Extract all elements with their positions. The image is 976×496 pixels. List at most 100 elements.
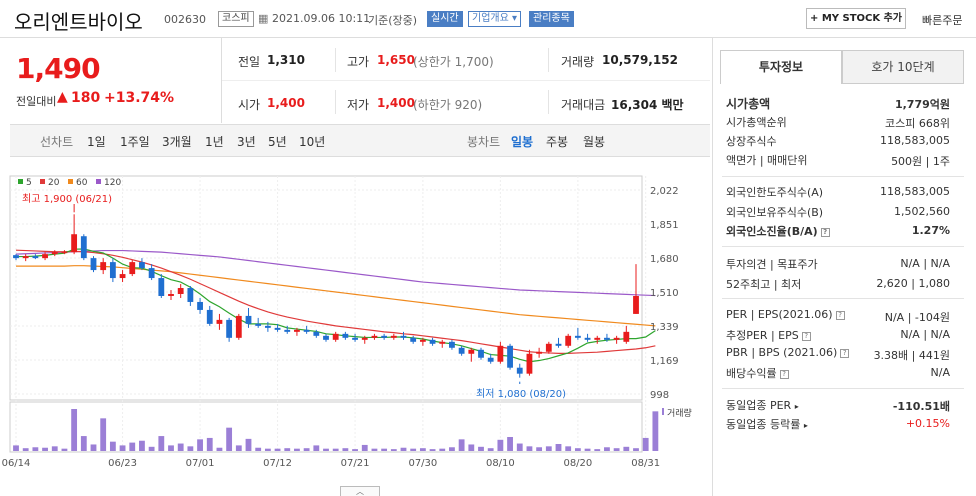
candle-body: [487, 357, 494, 362]
chart-toolbar: [10, 124, 710, 157]
tab-5year[interactable]: 5년: [268, 135, 287, 149]
volume-bar: [235, 445, 242, 451]
tab-daily[interactable]: 일봉: [511, 135, 534, 149]
tab-10year[interactable]: 10년: [299, 135, 326, 149]
candle-body: [332, 333, 339, 340]
change-percent: +13.74%: [104, 90, 175, 106]
per-label: PER | EPS(2021.06): [726, 308, 833, 321]
price-chart: 2,022 1,851 1,680 1,510 1,339 1,169 998 06/14 0…: [2, 175, 692, 469]
tab-invest-info[interactable]: 투자정보: [720, 50, 842, 84]
candle-body: [177, 288, 184, 294]
tab-1year[interactable]: 1년: [205, 135, 224, 149]
company-overview-dropdown[interactable]: 기업개요 ▾: [468, 11, 521, 27]
help-icon[interactable]: ?: [820, 227, 830, 237]
volume-bar: [22, 448, 29, 451]
legend-ma120: 120: [104, 178, 121, 188]
volume-bar: [129, 442, 136, 451]
volume-bar: [574, 448, 581, 451]
candle-body: [371, 335, 378, 338]
pbr-value: 3.38배 | 441원: [873, 349, 950, 362]
volume-bar: [323, 448, 329, 451]
candle-body: [594, 337, 601, 340]
candle-body: [158, 278, 165, 296]
volume-bar: [342, 448, 349, 451]
volume-bar: [177, 443, 184, 451]
tab-3month[interactable]: 3개월: [162, 135, 192, 149]
ma120-line: [15, 249, 656, 297]
volume-bar: [32, 447, 39, 451]
prev-close-value: 1,310: [267, 53, 305, 67]
foreign-ratio-value: 1.27%: [911, 224, 950, 237]
candle-body: [245, 315, 252, 324]
dividend-label: 배당수익률: [726, 367, 777, 380]
low-value: 1,400: [377, 96, 415, 110]
open-label: 시가: [238, 98, 261, 112]
industry-rate-row[interactable]: 동일업종 등락률 ▸: [726, 416, 808, 432]
x-tick-label: 07/21: [341, 458, 370, 469]
volume-bar: [352, 449, 358, 451]
volume-bar: [458, 439, 465, 451]
open-value: 1,400: [267, 96, 305, 110]
volume-bar: [197, 439, 203, 451]
candle-body: [61, 252, 68, 254]
industry-rate-label: 동일업종 등락률: [726, 418, 801, 431]
tab-3year[interactable]: 3년: [237, 135, 256, 149]
upper-limit: (상한가 1,700): [413, 55, 494, 69]
candle-body: [119, 274, 126, 279]
legend-ma5: 5: [26, 178, 32, 188]
candle-body: [449, 341, 455, 348]
add-mystock-button[interactable]: + MY STOCK 추가: [806, 8, 906, 29]
volume-bar: [497, 439, 504, 451]
tab-weekly[interactable]: 주봉: [546, 135, 569, 149]
volume-bar: [294, 448, 300, 451]
help-icon[interactable]: ?: [801, 331, 811, 341]
candle-body: [197, 301, 203, 310]
volume-bar: [604, 447, 610, 451]
tab-1day[interactable]: 1일: [87, 135, 106, 149]
per-row: PER | EPS(2021.06)?: [726, 308, 845, 321]
volume-bar: [613, 448, 620, 451]
industry-per-row[interactable]: 동일업종 PER ▸: [726, 397, 799, 413]
candle-body: [323, 335, 329, 340]
volume-bar: [371, 448, 378, 451]
volume-legend: 거래량: [667, 407, 692, 419]
volume-bar: [439, 448, 446, 451]
volume-bar: [449, 447, 455, 451]
candle-body: [235, 315, 242, 338]
tab-candle-chart[interactable]: 봉차트: [467, 135, 501, 149]
quick-order-button[interactable]: 빠른주문: [922, 14, 963, 27]
volume-bar: [478, 446, 484, 451]
par-label: 액면가 | 매매단위: [726, 154, 808, 167]
tab-line-chart[interactable]: 선차트: [40, 135, 74, 149]
collapse-chart-button[interactable]: ︿: [340, 486, 380, 496]
tab-monthly[interactable]: 월봉: [583, 135, 606, 149]
stock-code: 002630: [164, 13, 206, 26]
candle-body: [468, 349, 475, 354]
tab-orderbook[interactable]: 호가 10단계: [842, 50, 964, 84]
tab-1week[interactable]: 1주일: [120, 135, 150, 149]
current-price: 1,490: [16, 52, 101, 85]
legend-ma60-swatch: [68, 179, 73, 184]
foreign-limit-value: 118,583,005: [880, 185, 950, 198]
candle-body: [139, 262, 145, 269]
candle-body: [303, 329, 310, 332]
legend-ma20: 20: [48, 178, 60, 188]
candle-body: [574, 335, 581, 338]
volume-bar: [284, 448, 291, 451]
volume-bar: [507, 437, 513, 451]
volume-bar: [545, 446, 552, 451]
volume-bar: [90, 444, 97, 451]
help-icon[interactable]: ?: [835, 310, 845, 320]
help-icon[interactable]: ?: [840, 348, 850, 358]
legend-ma5-swatch: [18, 179, 23, 184]
change-label: 전일대비: [16, 95, 57, 108]
volume-bar: [61, 448, 68, 451]
realtime-badge[interactable]: 실시간: [427, 11, 463, 27]
low-annotation: 최저 1,080 (08/20): [476, 388, 566, 400]
legend-ma120-swatch: [96, 179, 101, 184]
range-52w-label: 52주최고 | 최저: [726, 278, 802, 291]
volume-bar: [119, 445, 126, 451]
x-tick-label: 06/14: [2, 458, 31, 469]
candle-body: [536, 351, 543, 354]
help-icon[interactable]: ?: [779, 369, 789, 379]
